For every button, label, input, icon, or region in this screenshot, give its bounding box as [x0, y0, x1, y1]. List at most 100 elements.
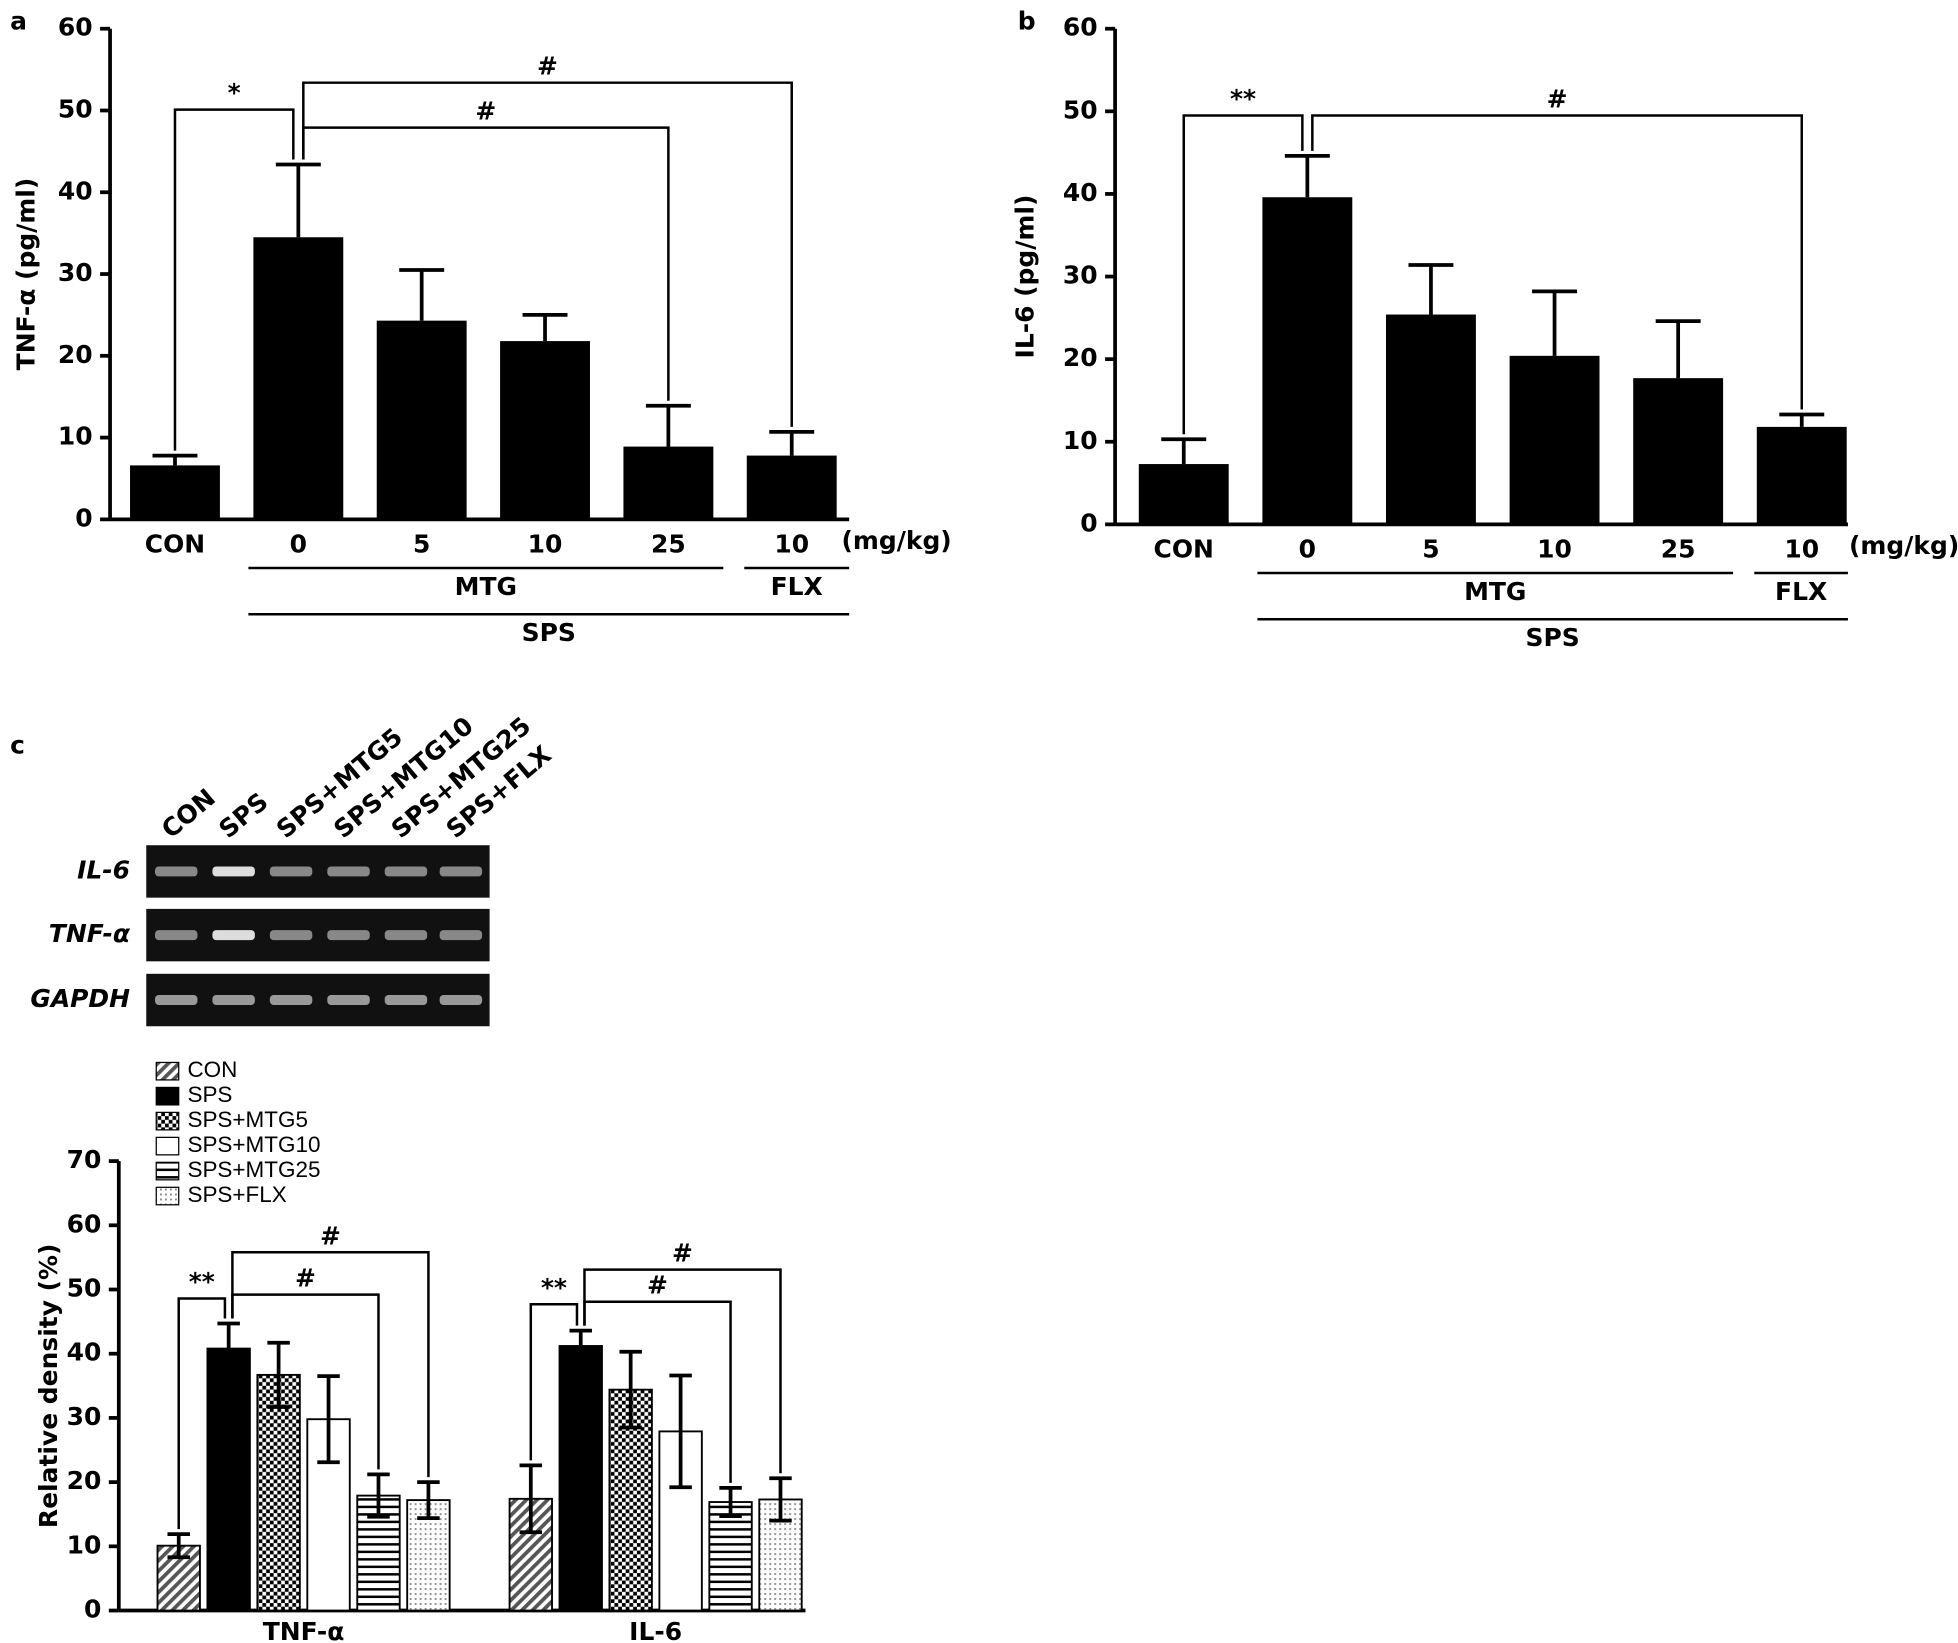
bar: [253, 237, 344, 520]
significance-bracket: [231, 1251, 430, 1478]
gel-row-label: TNF-α: [49, 919, 131, 948]
significance-bracket: [231, 1293, 380, 1470]
significance-label: **: [189, 1268, 215, 1297]
gel-lane-label: CON: [156, 783, 221, 844]
y-tick-label: 10: [1063, 426, 1098, 455]
legend-swatch: [155, 1186, 180, 1206]
bar: [558, 1345, 603, 1612]
group-label: MTG: [455, 572, 517, 601]
bar: [746, 455, 837, 520]
legend-swatch: [155, 1086, 180, 1106]
x-unit: (mg/kg): [841, 526, 951, 555]
gel-band: [439, 930, 483, 941]
bar: [1756, 426, 1847, 525]
gel-strip: [146, 973, 490, 1027]
gel-band: [212, 995, 255, 1006]
y-tick-label: 20: [1063, 343, 1098, 372]
legend-label: SPS+MTG25: [187, 1157, 320, 1182]
significance-label: #: [672, 1239, 693, 1268]
gel-strip: [146, 845, 490, 898]
x-unit: (mg/kg): [1849, 531, 1958, 560]
group-label: MTG: [1464, 577, 1526, 606]
y-tick-label: 0: [84, 1595, 101, 1624]
panel-letter: c: [10, 731, 25, 760]
y-tick-label: 30: [1063, 261, 1098, 290]
x-tick-label: 5: [413, 530, 430, 559]
significance-label: #: [537, 52, 558, 81]
gel-band: [212, 930, 255, 941]
bar: [1509, 355, 1600, 525]
y-tick-label: 50: [67, 1274, 102, 1303]
legend-swatch: [155, 1061, 180, 1081]
y-tick-label: 40: [58, 176, 93, 205]
bar: [500, 341, 590, 520]
panel-letter: a: [10, 6, 27, 35]
y-tick-label: 20: [67, 1466, 102, 1495]
legend-label: SPS+MTG10: [187, 1132, 320, 1157]
panel-letter: b: [1018, 6, 1036, 35]
significance-bracket: [1311, 114, 1803, 410]
x-tick-label: 10: [774, 530, 809, 559]
group-label: FLX: [1775, 577, 1827, 606]
bar: [206, 1347, 251, 1612]
gel-band: [155, 866, 198, 877]
gel-row-label: GAPDH: [30, 984, 130, 1013]
y-tick-label: 0: [1080, 508, 1097, 537]
significance-label: #: [647, 1271, 668, 1300]
significance-label: *: [228, 79, 241, 108]
bar: [1633, 378, 1724, 525]
gel-row-label: IL-6: [77, 855, 130, 884]
significance-bracket: [302, 126, 670, 401]
significance-label: #: [1547, 84, 1568, 113]
y-tick-label: 60: [1063, 13, 1098, 42]
significance-bracket: [583, 1300, 732, 1483]
gel-band: [384, 866, 428, 877]
gel-band: [269, 995, 313, 1006]
bar: [508, 1497, 553, 1612]
y-axis-title: TNF-α (pg/ml): [12, 178, 41, 371]
y-tick-label: 10: [58, 422, 93, 451]
bar: [376, 320, 467, 520]
gel-band: [155, 995, 198, 1006]
y-tick-label: 10: [67, 1530, 102, 1559]
y-tick-label: 40: [67, 1338, 102, 1367]
x-tick-label: TNF-α: [263, 1617, 345, 1643]
gel-band: [327, 866, 370, 877]
x-tick-label: 10: [1784, 535, 1819, 564]
significance-bracket: [173, 108, 295, 451]
gel-strip: [146, 908, 490, 962]
legend-label: SPS+MTG5: [187, 1107, 308, 1132]
bar: [130, 465, 220, 520]
bar: [1386, 314, 1476, 525]
bar: [1138, 464, 1229, 525]
x-tick-label: 5: [1422, 535, 1439, 564]
group-label: FLX: [771, 572, 823, 601]
y-tick-label: 70: [67, 1145, 102, 1174]
group-label: SPS: [522, 618, 576, 647]
significance-bracket: [529, 1303, 579, 1461]
significance-bracket: [177, 1297, 227, 1530]
legend-swatch: [155, 1136, 180, 1156]
significance-bracket: [1182, 114, 1304, 435]
bar: [256, 1373, 301, 1612]
significance-label: **: [1230, 84, 1256, 113]
y-axis-title: IL-6 (pg/ml): [1010, 195, 1039, 359]
gel-band: [439, 866, 483, 877]
y-tick-label: 30: [58, 258, 93, 287]
y-tick-label: 0: [75, 503, 92, 532]
y-tick-label: 50: [58, 94, 93, 123]
significance-bracket: [302, 81, 793, 427]
x-tick-label: 0: [1299, 535, 1316, 564]
gel-band: [155, 930, 198, 941]
y-tick-label: 20: [58, 340, 93, 369]
gel-band: [212, 866, 255, 877]
legend-label: CON: [187, 1057, 237, 1082]
legend-swatch: [155, 1111, 180, 1131]
group-label: SPS: [1526, 623, 1580, 652]
legend-label: SPS+FLX: [187, 1182, 286, 1207]
x-tick-label: 25: [651, 530, 686, 559]
gel-band: [327, 995, 370, 1006]
significance-label: #: [295, 1264, 316, 1293]
